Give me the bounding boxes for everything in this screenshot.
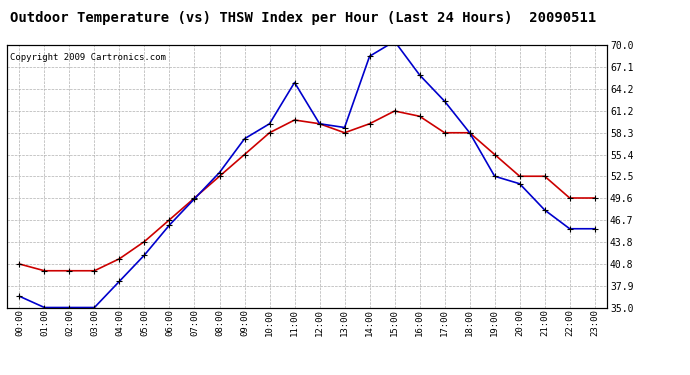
Text: Outdoor Temperature (vs) THSW Index per Hour (Last 24 Hours)  20090511: Outdoor Temperature (vs) THSW Index per …: [10, 11, 597, 25]
Text: Copyright 2009 Cartronics.com: Copyright 2009 Cartronics.com: [10, 53, 166, 62]
